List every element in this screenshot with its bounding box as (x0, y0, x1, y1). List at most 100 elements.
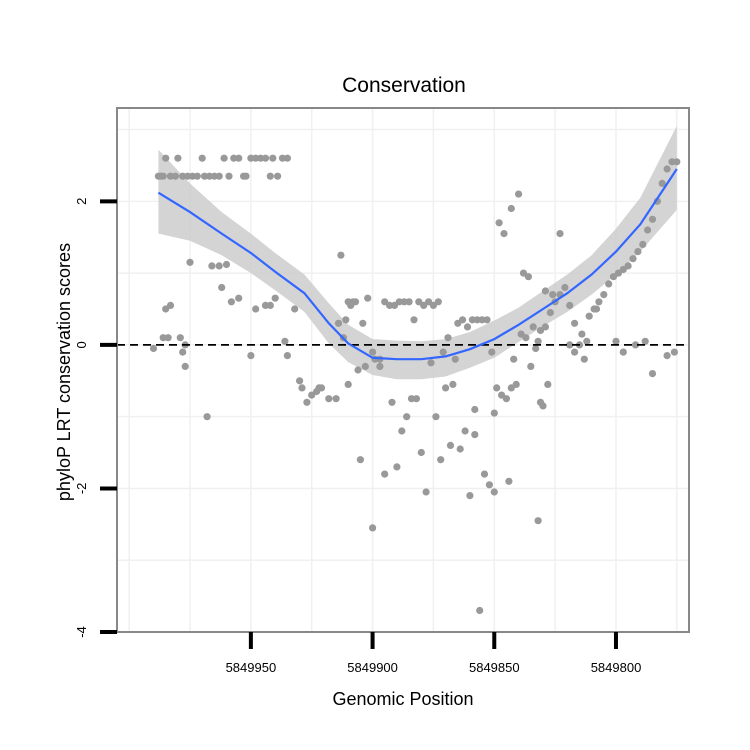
data-point (227, 298, 235, 306)
data-point (502, 395, 510, 403)
confidence-band-layer (158, 125, 677, 380)
data-point (303, 398, 311, 406)
data-point (332, 395, 340, 403)
data-point (442, 384, 450, 392)
data-point (215, 262, 223, 270)
data-point (476, 606, 484, 615)
data-point (507, 204, 515, 213)
data-point (544, 380, 552, 388)
data-point (483, 316, 491, 324)
data-point (162, 154, 170, 162)
data-point (235, 154, 243, 162)
data-point (512, 380, 520, 388)
data-point (490, 409, 498, 417)
data-point (605, 280, 613, 288)
y-axis: 2 0 -2 -4 (74, 198, 117, 638)
data-point (500, 230, 508, 238)
data-point (369, 348, 377, 356)
data-point (381, 470, 389, 478)
data-point (174, 154, 182, 162)
panel-border (116, 107, 690, 633)
data-point (364, 294, 372, 302)
data-point (166, 301, 175, 309)
data-point (524, 273, 533, 281)
data-point (634, 248, 642, 256)
data-point (449, 380, 457, 388)
data-point (566, 301, 574, 309)
data-point (361, 362, 369, 370)
data-point (325, 395, 333, 403)
x-axis: 5849950 5849900 5849850 5849800 (226, 632, 642, 675)
data-point (566, 341, 574, 349)
data-point (432, 413, 440, 421)
data-point (356, 456, 364, 464)
data-point (274, 172, 282, 180)
data-point (261, 301, 270, 309)
data-point (488, 348, 496, 356)
data-point (334, 319, 343, 327)
data-point (242, 172, 250, 180)
chart-title: Conservation (342, 74, 466, 97)
data-point (510, 355, 518, 363)
y-tick-label: 0 (74, 341, 89, 348)
data-point (337, 251, 345, 259)
y-axis-label: phyloP LRT conservation scores (54, 243, 74, 501)
data-point (344, 380, 352, 388)
data-point (670, 348, 679, 356)
data-point (198, 154, 206, 162)
data-point (208, 262, 216, 270)
confidence-band (158, 125, 677, 380)
data-point (592, 305, 601, 313)
data-point (403, 413, 411, 421)
data-point (541, 323, 550, 331)
data-point (463, 323, 472, 331)
data-point (631, 341, 640, 349)
data-point (600, 291, 608, 299)
data-point (261, 154, 270, 162)
data-point (281, 337, 289, 345)
data-point (164, 334, 172, 342)
data-point (534, 517, 542, 525)
data-point (181, 362, 189, 370)
data-point (269, 154, 277, 162)
data-point (619, 348, 627, 356)
data-point (673, 158, 681, 166)
data-point (271, 294, 279, 302)
data-point (427, 359, 435, 367)
data-point (471, 431, 479, 439)
data-point (648, 370, 657, 378)
data-point (376, 362, 384, 370)
data-point (532, 344, 540, 353)
data-point (459, 316, 467, 324)
data-point (398, 427, 406, 435)
data-point (296, 377, 304, 385)
x-tick-label: 5849900 (347, 660, 398, 675)
data-point (505, 477, 513, 485)
data-point (648, 215, 657, 223)
data-point (388, 398, 396, 406)
smooth-line (157, 168, 678, 361)
data-point (412, 395, 420, 403)
data-point (171, 172, 179, 180)
data-point (369, 524, 377, 532)
data-point (561, 283, 569, 292)
data-point (291, 305, 299, 313)
data-point (549, 291, 557, 299)
data-point (578, 330, 586, 338)
y-tick-label: 2 (74, 198, 89, 205)
data-point (359, 319, 367, 327)
data-point (629, 255, 637, 263)
x-tick-label: 5849800 (591, 660, 642, 675)
data-point (218, 283, 226, 292)
data-point (283, 154, 291, 162)
data-point (410, 316, 418, 324)
data-point (220, 154, 228, 162)
data-point (539, 402, 547, 410)
data-point (529, 323, 537, 331)
data-point (641, 337, 649, 345)
data-point (434, 298, 442, 306)
data-point (522, 334, 530, 342)
data-point (466, 492, 474, 500)
data-point (149, 344, 158, 353)
